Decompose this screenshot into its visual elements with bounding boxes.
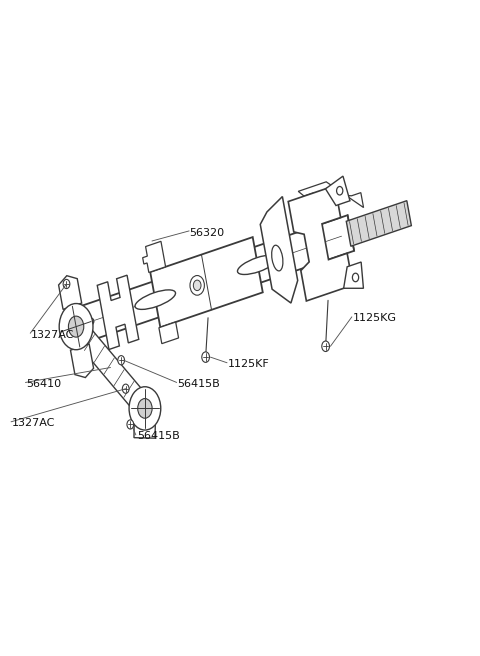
Polygon shape (77, 215, 354, 343)
Ellipse shape (238, 255, 278, 274)
Ellipse shape (122, 384, 129, 394)
Polygon shape (344, 262, 363, 288)
Ellipse shape (202, 352, 209, 362)
Polygon shape (260, 197, 298, 303)
Ellipse shape (322, 341, 329, 352)
Ellipse shape (336, 186, 343, 195)
Text: 56410: 56410 (26, 379, 61, 389)
Ellipse shape (129, 387, 161, 430)
Polygon shape (134, 415, 156, 438)
Ellipse shape (68, 318, 94, 333)
Text: 1327AC: 1327AC (31, 329, 74, 340)
Ellipse shape (135, 290, 176, 310)
Text: 56415B: 56415B (137, 431, 180, 441)
Text: 1125KG: 1125KG (353, 313, 397, 323)
Polygon shape (325, 176, 350, 205)
Ellipse shape (352, 273, 359, 281)
Ellipse shape (138, 399, 152, 419)
Polygon shape (143, 241, 166, 272)
Polygon shape (59, 276, 82, 310)
Ellipse shape (272, 245, 283, 271)
Ellipse shape (193, 280, 201, 291)
Polygon shape (78, 326, 151, 417)
Text: 56320: 56320 (190, 228, 225, 238)
Text: 1125KF: 1125KF (228, 359, 270, 369)
Polygon shape (288, 186, 353, 301)
Polygon shape (150, 237, 263, 327)
Ellipse shape (118, 356, 124, 365)
Polygon shape (298, 182, 363, 207)
Ellipse shape (69, 316, 84, 337)
Polygon shape (159, 322, 179, 344)
Ellipse shape (59, 304, 93, 350)
Ellipse shape (127, 420, 133, 429)
Polygon shape (71, 344, 94, 378)
Polygon shape (346, 201, 411, 246)
Polygon shape (97, 275, 139, 350)
Ellipse shape (190, 276, 204, 295)
Text: 1327AC: 1327AC (12, 418, 55, 428)
Ellipse shape (63, 279, 70, 289)
Text: 56415B: 56415B (178, 379, 220, 389)
